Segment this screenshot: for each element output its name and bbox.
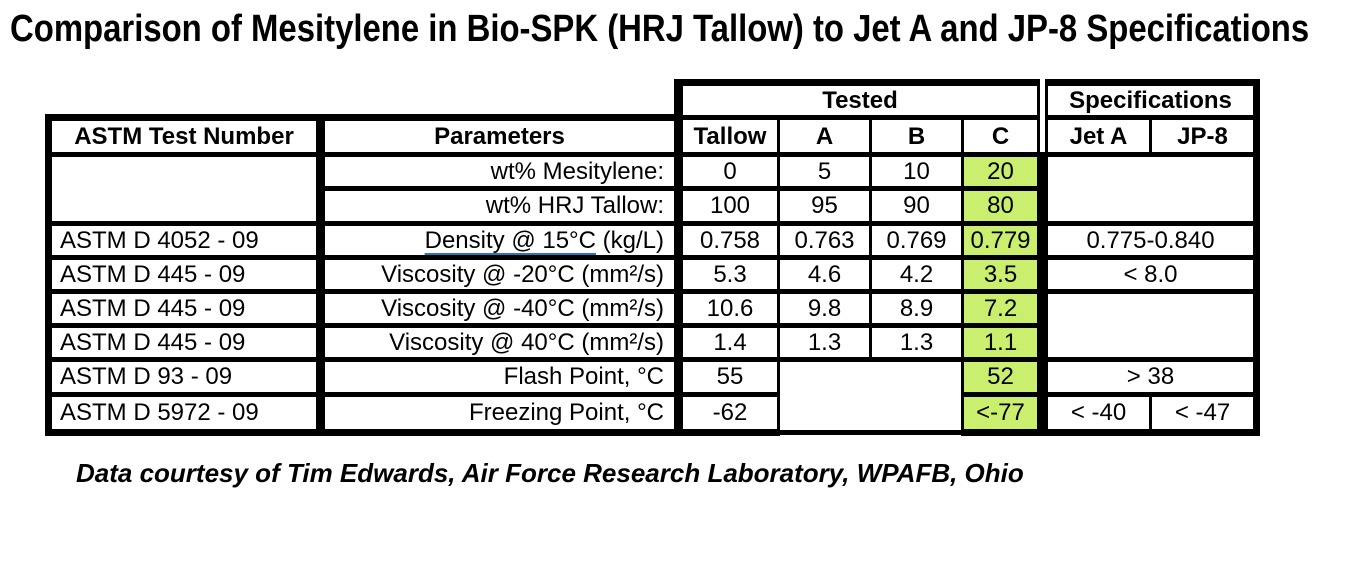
- flash-point-spec-value: > 38: [1045, 357, 1260, 397]
- row-hrj-tallow: wt% HRJ Tallow: 100 95 90 80: [49, 186, 1257, 226]
- col-header-a: A: [777, 115, 872, 158]
- flash-point-tallow-value: 55: [677, 357, 780, 397]
- density-tallow-value: 0.758: [677, 220, 780, 260]
- row-viscosity-neg20: ASTM D 445 - 09 Viscosity @ -20°C (mm²/s…: [45, 254, 1260, 294]
- hrj-tallow-a-value: 95: [777, 186, 872, 226]
- astm-freezing-point: ASTM D 5972 - 09: [45, 391, 325, 436]
- hrj-tallow-b-value: 90: [869, 186, 964, 226]
- viscosity-neg20-tallow-value: 5.3: [677, 254, 780, 294]
- row-freezing-point: ASTM D 5972 - 09 Freezing Point, °C -62 …: [45, 391, 1260, 436]
- divider-bar: [1038, 188, 1047, 224]
- group-header-tested: Tested: [674, 78, 1040, 121]
- viscosity-neg40-tallow-value: 10.6: [677, 288, 780, 329]
- density-spec-value: 0.775-0.840: [1045, 220, 1260, 260]
- spec-blank-viscosity: [1045, 288, 1260, 363]
- param-density: Density @ 15°C (kg/L): [319, 220, 683, 260]
- column-gap: [1038, 117, 1047, 158]
- viscosity-neg20-b-value: 4.2: [869, 254, 964, 294]
- mesitylene-tallow-value: 0: [677, 152, 780, 192]
- row-viscosity-pos40: ASTM D 445 - 09 Viscosity @ 40°C (mm²/s)…: [45, 323, 1257, 363]
- freezing-point-jeta-value: < -40: [1045, 391, 1152, 436]
- col-header-astm: ASTM Test Number: [45, 114, 325, 158]
- hrj-tallow-tallow-value: 100: [677, 186, 780, 226]
- row-mesitylene: wt% Mesitylene: 0 5 10 20: [45, 152, 1260, 226]
- density-a-value: 0.763: [777, 220, 872, 260]
- param-mesitylene: wt% Mesitylene:: [319, 152, 683, 192]
- mesitylene-c-value: 20: [961, 152, 1040, 192]
- row-density: ASTM D 4052 - 09 Density @ 15°C (kg/L) 0…: [45, 220, 1260, 260]
- col-header-jp8: JP-8: [1149, 115, 1260, 158]
- param-freezing-point: Freezing Point, °C: [319, 391, 683, 436]
- tested-blank-ab: [777, 357, 964, 435]
- astm-blank-cell: [45, 152, 325, 226]
- col-header-b: B: [869, 115, 964, 158]
- param-viscosity-neg40: Viscosity @ -40°C (mm²/s): [319, 288, 683, 329]
- group-gap: [1038, 82, 1047, 118]
- divider-bar: [1038, 257, 1047, 292]
- group-header-row: Tested Specifications: [48, 78, 1260, 121]
- divider-bar: [1038, 291, 1047, 326]
- viscosity-pos40-a-value: 1.3: [777, 323, 872, 363]
- row-flash-point: ASTM D 93 - 09 Flash Point, °C 55 52 > 3…: [45, 357, 1260, 435]
- viscosity-pos40-c-value: 1.1: [961, 323, 1040, 363]
- page-title: Comparison of Mesitylene in Bio-SPK (HRJ…: [10, 8, 1310, 50]
- viscosity-neg20-spec-value: < 8.0: [1045, 254, 1260, 294]
- astm-viscosity-pos40: ASTM D 445 - 09: [45, 323, 325, 363]
- col-header-parameters: Parameters: [319, 114, 683, 158]
- row-viscosity-neg40: ASTM D 445 - 09 Viscosity @ -40°C (mm²/s…: [45, 288, 1260, 363]
- viscosity-pos40-b-value: 1.3: [869, 323, 964, 363]
- freezing-point-tallow-value: -62: [677, 391, 780, 436]
- divider-bar: [1038, 325, 1047, 360]
- viscosity-neg40-a-value: 9.8: [777, 288, 872, 329]
- col-header-jet-a: Jet A: [1045, 115, 1152, 158]
- hrj-tallow-c-value: 80: [961, 186, 1040, 226]
- viscosity-neg40-b-value: 8.9: [869, 288, 964, 329]
- param-viscosity-pos40: Viscosity @ 40°C (mm²/s): [319, 323, 683, 363]
- col-header-tallow: Tallow: [677, 115, 780, 158]
- density-underlined-text: Density @ 15°C: [424, 226, 596, 254]
- astm-viscosity-neg20: ASTM D 445 - 09: [45, 254, 325, 294]
- divider-bar: [1038, 359, 1047, 394]
- divider-bar: [1038, 394, 1047, 436]
- viscosity-pos40-tallow-value: 1.4: [677, 323, 780, 363]
- density-b-value: 0.769: [869, 220, 964, 260]
- astm-density: ASTM D 4052 - 09: [45, 220, 325, 260]
- column-header-row: ASTM Test Number Parameters Tallow A B C…: [45, 114, 1260, 158]
- mesitylene-b-value: 10: [869, 152, 964, 192]
- divider-bar: [1038, 154, 1047, 189]
- freezing-point-jp8-value: < -47: [1149, 391, 1260, 436]
- viscosity-neg20-a-value: 4.6: [777, 254, 872, 294]
- astm-viscosity-neg40: ASTM D 445 - 09: [45, 288, 325, 329]
- density-c-value: 0.779: [961, 220, 1040, 260]
- freezing-point-c-value: <-77: [961, 391, 1040, 436]
- spec-blank-wt: [1045, 152, 1260, 226]
- col-header-c: C: [961, 115, 1040, 158]
- viscosity-neg20-c-value: 3.5: [961, 254, 1040, 294]
- divider-bar: [1038, 223, 1047, 258]
- group-header-empty: [48, 82, 679, 118]
- param-hrj-tallow: wt% HRJ Tallow:: [319, 186, 683, 226]
- param-viscosity-neg20: Viscosity @ -20°C (mm²/s): [319, 254, 683, 294]
- astm-flash-point: ASTM D 93 - 09: [45, 357, 325, 397]
- data-courtesy-note: Data courtesy of Tim Edwards, Air Force …: [76, 457, 1024, 488]
- density-unit-text: (kg/L): [595, 226, 664, 254]
- param-flash-point: Flash Point, °C: [319, 357, 683, 397]
- group-header-specifications: Specifications: [1045, 78, 1260, 121]
- flash-point-c-value: 52: [961, 357, 1040, 397]
- comparison-table: Tested Specifications ASTM Test Number P…: [45, 78, 1260, 436]
- mesitylene-a-value: 5: [777, 152, 872, 192]
- viscosity-neg40-c-value: 7.2: [961, 288, 1040, 329]
